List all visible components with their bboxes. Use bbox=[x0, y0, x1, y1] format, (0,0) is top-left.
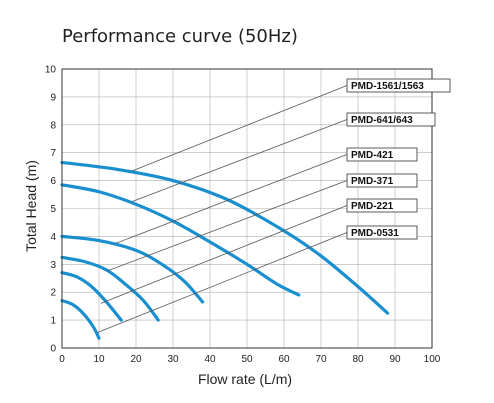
x-tick-label: 10 bbox=[93, 354, 105, 365]
curve-label-box bbox=[346, 78, 451, 93]
y-tick-label: 4 bbox=[50, 232, 56, 243]
curve-label: PMD-0531 bbox=[351, 228, 399, 239]
curve-label-box bbox=[346, 225, 418, 240]
x-tick-label: 60 bbox=[278, 354, 290, 365]
series-curve bbox=[60, 255, 160, 322]
series-curve bbox=[60, 271, 123, 322]
y-tick-label: 2 bbox=[50, 288, 56, 299]
y-tick-label: 5 bbox=[50, 204, 56, 215]
curve-label: PMD-221 bbox=[351, 201, 394, 212]
curve-label-box bbox=[346, 112, 436, 127]
y-tick-label: 9 bbox=[50, 92, 56, 103]
curve-label-box bbox=[346, 198, 418, 213]
series-curve bbox=[60, 160, 390, 315]
chart-title: Performance curve (50Hz) bbox=[62, 26, 298, 47]
performance-curves bbox=[60, 160, 390, 340]
curve-label-box bbox=[346, 147, 418, 162]
leader-line bbox=[97, 232, 348, 334]
series-curve bbox=[60, 298, 101, 340]
x-tick-label: 0 bbox=[59, 354, 65, 365]
x-tick-label: 30 bbox=[167, 354, 179, 365]
series-curve bbox=[60, 234, 205, 304]
x-tick-label: 40 bbox=[204, 354, 216, 365]
x-tick-label: 80 bbox=[352, 354, 364, 365]
plot-frame bbox=[61, 68, 433, 349]
leader-line bbox=[100, 205, 348, 304]
x-axis-title: Flow rate (L/m) bbox=[198, 371, 292, 387]
curve-label: PMD-371 bbox=[351, 176, 394, 187]
y-tick-label: 8 bbox=[50, 120, 56, 131]
y-axis-title: Total Head (m) bbox=[23, 160, 39, 252]
leader-line bbox=[132, 85, 348, 172]
x-tick-label: 50 bbox=[241, 354, 253, 365]
curve-labels: PMD-1561/1563 PMD-641/643 PMD-421 PMD-371 PM… bbox=[346, 78, 451, 240]
curve-label: PMD-641/643 bbox=[351, 115, 413, 126]
leader-line bbox=[106, 180, 348, 272]
y-tick-label: 3 bbox=[50, 260, 56, 271]
curve-label-box bbox=[346, 173, 418, 188]
y-tick-label: 0 bbox=[50, 344, 56, 355]
y-tick-label: 10 bbox=[45, 65, 57, 76]
leader-line bbox=[115, 154, 348, 244]
y-tick-label: 6 bbox=[50, 176, 56, 187]
x-tick-label: 100 bbox=[424, 354, 441, 365]
curve-label: PMD-1561/1563 bbox=[351, 81, 424, 92]
axes: 0 10 20 30 40 50 60 70 80 90 100 0 1 2 3 4 5 6 7 8 9 10 bbox=[45, 65, 441, 366]
y-tick-label: 1 bbox=[50, 316, 56, 327]
leader-lines bbox=[97, 85, 348, 334]
y-tick-label: 7 bbox=[50, 148, 56, 159]
x-tick-label: 70 bbox=[315, 354, 327, 365]
series-curve bbox=[60, 183, 301, 297]
x-tick-label: 20 bbox=[130, 354, 142, 365]
leader-line bbox=[132, 119, 348, 202]
x-tick-label: 90 bbox=[389, 354, 401, 365]
curve-label: PMD-421 bbox=[351, 150, 394, 161]
